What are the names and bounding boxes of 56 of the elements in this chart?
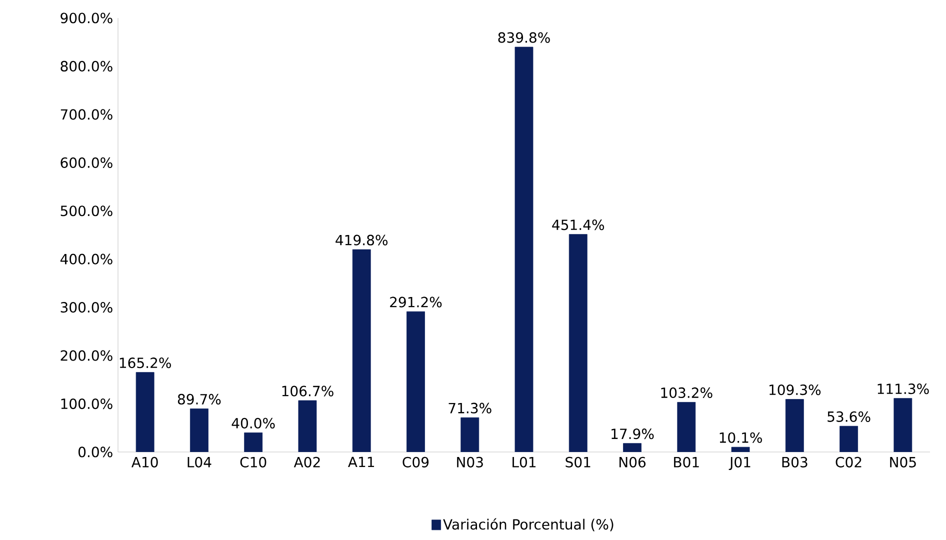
x-tick-label: L04 bbox=[188, 456, 212, 468]
data-label: 106.7% bbox=[282, 386, 334, 396]
bar bbox=[244, 432, 263, 452]
bar bbox=[352, 249, 371, 452]
data-label: 109.3% bbox=[770, 384, 821, 396]
data-label: 839.8% bbox=[498, 32, 550, 43]
y-tick-label: 500.0% bbox=[60, 206, 112, 216]
x-tick-label: C10 bbox=[240, 456, 266, 468]
data-label: 111.3% bbox=[878, 384, 929, 394]
x-tick-label: J01 bbox=[728, 456, 750, 470]
y-tick-label: 700.0% bbox=[60, 109, 112, 120]
data-label: 40.0% bbox=[232, 418, 275, 429]
data-label: 419.8% bbox=[336, 234, 388, 246]
data-label: 71.3% bbox=[448, 402, 492, 414]
x-tick-label: A11 bbox=[348, 456, 374, 468]
x-tick-label: B01 bbox=[674, 456, 699, 468]
data-label: 89.7% bbox=[178, 394, 221, 405]
bar bbox=[731, 446, 750, 452]
x-tick-label: N05 bbox=[890, 456, 916, 468]
bar bbox=[136, 372, 154, 452]
bar bbox=[298, 400, 317, 452]
y-tick-label: 900.0% bbox=[60, 12, 112, 24]
y-tick-label: 0.0% bbox=[78, 446, 112, 458]
x-tick-label: N06 bbox=[620, 456, 646, 468]
y-tick-label: 600.0% bbox=[60, 157, 112, 168]
data-label: 291.2% bbox=[390, 296, 442, 308]
x-tick-label: A10 bbox=[131, 456, 158, 468]
data-label: 53.6% bbox=[828, 411, 870, 422]
legend-label: Variación Porcentual (%) bbox=[443, 518, 614, 532]
data-label: 451.4% bbox=[552, 220, 604, 230]
bar bbox=[894, 398, 912, 452]
bar bbox=[623, 443, 642, 452]
y-tick-label: 800.0% bbox=[60, 60, 112, 72]
bar bbox=[677, 402, 696, 452]
x-tick-label: L01 bbox=[512, 456, 536, 468]
x-tick-label: B03 bbox=[782, 456, 808, 468]
bar bbox=[460, 417, 480, 452]
x-tick-label: C02 bbox=[836, 456, 862, 468]
y-tick-label: 100.0% bbox=[61, 398, 112, 410]
x-tick-label: C09 bbox=[402, 456, 429, 468]
data-label: 103.2% bbox=[661, 387, 712, 398]
bar bbox=[785, 399, 804, 452]
x-tick-label: N03 bbox=[457, 456, 483, 468]
data-label: 165.2% bbox=[120, 358, 171, 368]
bar bbox=[190, 408, 208, 452]
bar bbox=[568, 234, 588, 452]
data-label: 17.9% bbox=[612, 428, 654, 440]
y-tick-label: 200.0% bbox=[60, 350, 112, 361]
y-tick-label: 300.0% bbox=[60, 302, 112, 313]
bar bbox=[406, 311, 425, 452]
bar bbox=[840, 426, 858, 452]
data-label: 10.1% bbox=[720, 432, 762, 443]
y-tick-label: 400.0% bbox=[60, 254, 112, 264]
x-tick-label: S01 bbox=[566, 456, 590, 468]
bar bbox=[514, 46, 534, 452]
x-tick-label: A02 bbox=[294, 456, 320, 468]
